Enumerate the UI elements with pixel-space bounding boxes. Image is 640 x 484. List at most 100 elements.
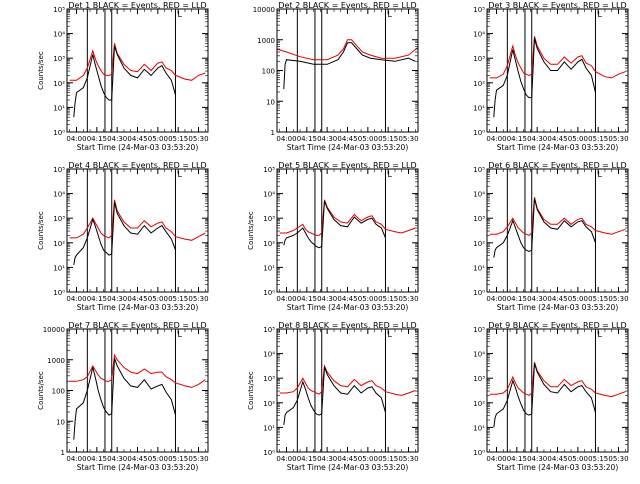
y-tick-label: 10⁰ [53,289,65,297]
y-tick-label: 10 [56,418,65,426]
series-events-line [493,38,596,118]
plot-frame [276,328,419,453]
panel-title: Det 5 BLACK = Events, RED = LLD [278,161,416,170]
y-tick-label: 10000 [43,326,65,334]
x-tick-label: 04:15 [297,135,317,143]
x-tick-label: 04:00 [276,295,296,303]
x-tick-label: 04:30 [107,135,127,143]
y-tick-label: 10⁵ [473,166,485,174]
corner-label: L [597,330,602,339]
x-tick-label: 05:00 [568,455,588,463]
y-tick-label: 10⁵ [473,6,485,14]
x-tick-label: 04:15 [87,295,107,303]
y-tick-label: 10¹ [53,104,65,112]
corner-label: L [387,10,392,19]
y-tick-label: 10⁴ [263,191,275,199]
y-tick-label: 1 [61,449,65,457]
x-tick-label: 04:15 [297,455,317,463]
y-axis-label: Counts/sec [247,211,255,250]
y-tick-label: 10³ [263,215,275,223]
x-tick-label: 04:30 [527,135,547,143]
y-tick-label: 10⁴ [53,31,65,39]
y-tick-label: 10⁴ [53,191,65,199]
y-tick-label: 1000 [257,37,275,45]
y-tick-label: 1 [271,129,275,137]
x-tick-label: 04:00 [276,455,296,463]
x-tick-label: 04:00 [486,455,506,463]
panel-title: Det 6 BLACK = Events, RED = LLD [488,161,626,170]
y-tick-label: 10² [263,400,275,408]
y-tick-label: 10² [473,80,485,88]
y-tick-label: 10⁰ [263,449,275,457]
y-tick-label: 10000 [253,6,275,14]
x-tick-label: 04:45 [127,295,147,303]
panel-title: Det 4 BLACK = Events, RED = LLD [68,161,206,170]
x-tick-label: 05:30 [608,455,628,463]
x-tick-label: 05:00 [148,295,168,303]
x-tick-label: 05:00 [568,135,588,143]
y-tick-label: 10² [473,400,485,408]
y-tick-label: 10¹ [473,104,485,112]
y-tick-label: 10³ [263,375,275,383]
corner-label: L [387,330,392,339]
y-tick-label: 10⁰ [53,129,65,137]
y-tick-label: 10³ [473,55,485,63]
x-tick-label: 04:30 [107,295,127,303]
y-axis-label: Counts/sec [37,51,45,90]
panel-title: Det 2 BLACK = Events, RED = LLD [278,1,416,10]
y-axis-label: Counts/sec [247,371,255,410]
y-tick-label: 10² [53,80,65,88]
panel-title: Det 1 BLACK = Events, RED = LLD [68,1,206,10]
x-axis-label: Start Time (24-Mar-03 03:53:20) [497,463,619,472]
corner-label: L [177,170,182,179]
panel-title: Det 8 BLACK = Events, RED = LLD [278,321,416,330]
y-tick-label: 10⁰ [473,449,485,457]
x-tick-label: 05:15 [588,295,608,303]
y-tick-label: 10⁴ [263,351,275,359]
series-lld-line [279,363,416,396]
x-tick-label: 05:15 [588,135,608,143]
x-tick-label: 04:15 [507,135,527,143]
y-tick-label: 10⁵ [53,6,65,14]
x-tick-label: 04:45 [337,135,357,143]
y-tick-label: 10⁵ [53,166,65,174]
series-events-line [493,198,596,258]
x-tick-label: 04:45 [127,455,147,463]
x-tick-label: 04:45 [337,295,357,303]
x-tick-label: 04:45 [127,135,147,143]
y-tick-label: 10¹ [473,264,485,272]
y-tick-label: 10⁵ [263,326,275,334]
plot-frame [276,8,419,133]
y-tick-label: 10³ [53,215,65,223]
plot-frame [276,168,419,293]
y-axis-label: Counts/sec [37,371,45,410]
series-lld-line [69,199,206,241]
x-tick-label: 04:15 [507,295,527,303]
y-tick-label: 10² [263,240,275,248]
x-tick-label: 05:00 [358,455,378,463]
series-events-line [73,45,176,118]
x-tick-label: 04:00 [66,295,86,303]
y-tick-label: 10⁰ [473,289,485,297]
y-tick-label: 10⁴ [473,191,485,199]
x-tick-label: 05:00 [358,135,378,143]
x-tick-label: 05:15 [378,455,398,463]
x-tick-label: 04:30 [317,135,337,143]
panel-title: Det 9 BLACK = Events, RED = LLD [488,321,626,330]
x-tick-label: 04:00 [486,295,506,303]
x-tick-label: 04:00 [276,135,296,143]
plot-frame [66,328,209,453]
x-tick-label: 04:45 [547,295,567,303]
y-tick-label: 10³ [53,55,65,63]
x-axis-label: Start Time (24-Mar-03 03:53:20) [287,143,409,152]
plot-frame [486,168,629,293]
y-tick-label: 100 [262,68,275,76]
y-tick-label: 10¹ [263,264,275,272]
x-tick-label: 05:30 [398,455,418,463]
plot-frame [66,8,209,133]
